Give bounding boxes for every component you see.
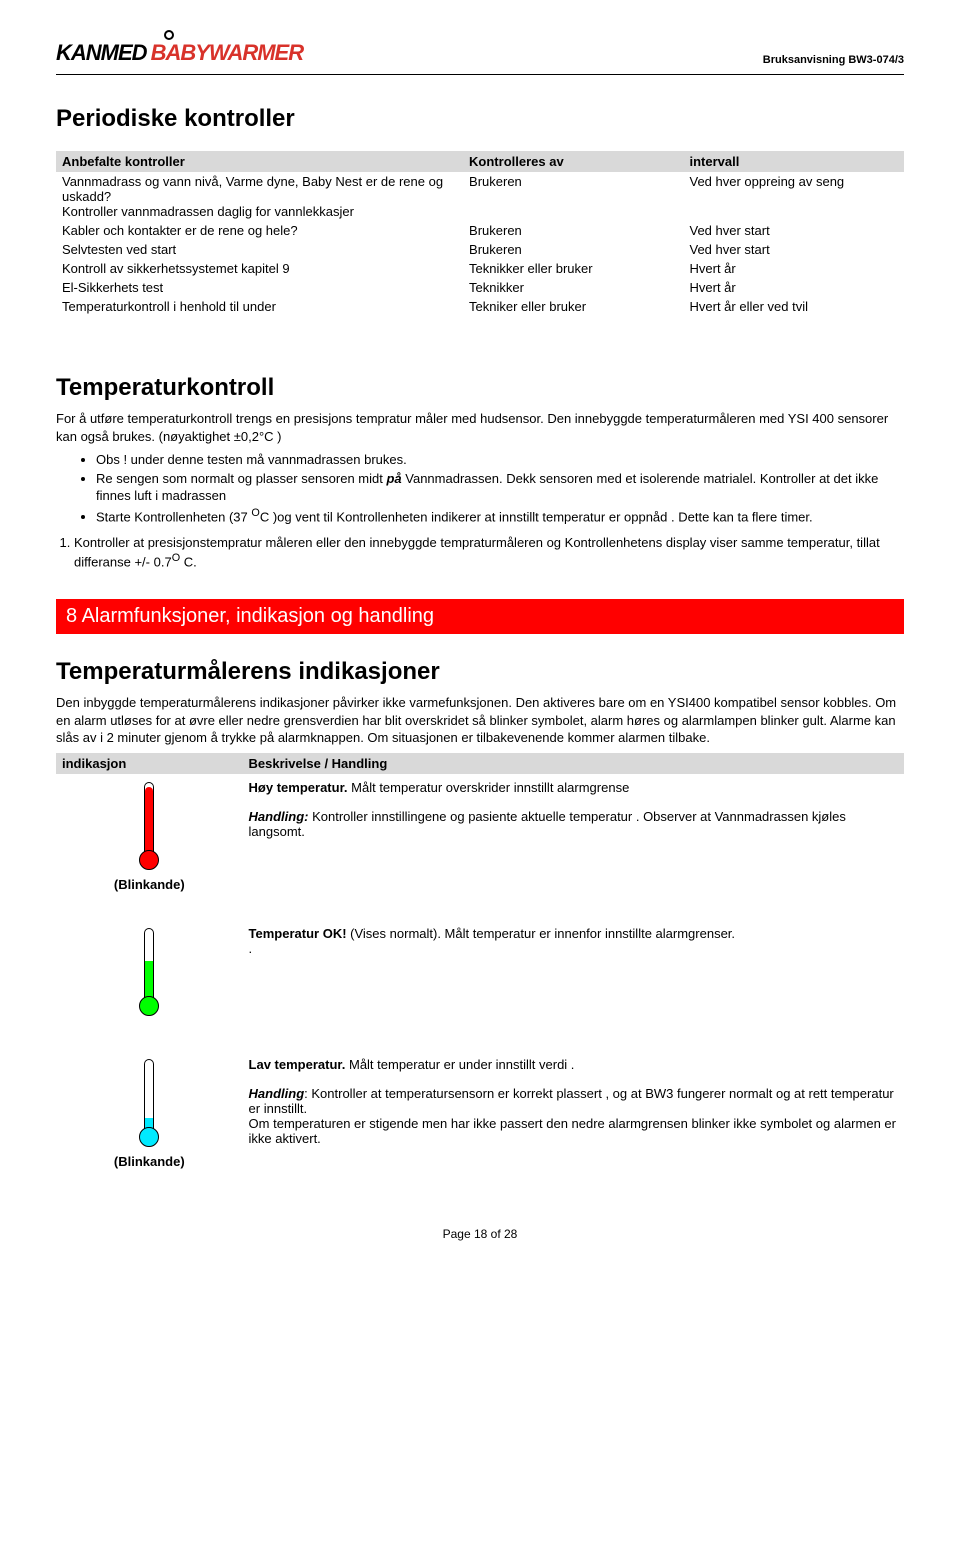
cell: Temperaturkontroll i henhold til under <box>56 297 463 316</box>
section-title-indicators: Temperaturmålerens indikasjoner <box>56 658 904 686</box>
indicator-cell-low: (Blinkande) <box>56 1051 243 1197</box>
document-page: KANMED BABYWARMER Bruksanvisning BW3-074… <box>0 0 960 1271</box>
cell: Selvtesten ved start <box>56 240 463 259</box>
handling-text: Kontroller innstillingene og pasiente ak… <box>249 809 846 839</box>
cell: Ved hver oppreing av seng <box>684 172 905 221</box>
handling-text: . <box>249 941 898 956</box>
list-item: Re sengen som normalt og plasser sensore… <box>96 470 904 505</box>
tempctrl-bullets: Obs ! under denne testen må vannmadrasse… <box>56 451 904 526</box>
cell: Vannmadrass og vann nivå, Varme dyne, Ba… <box>56 172 463 221</box>
list-item: Kontroller at presisjonstempratur målere… <box>74 534 904 571</box>
table-row: El-Sikkerhets test Teknikker Hvert år <box>56 278 904 297</box>
section-title-tempctrl: Temperaturkontroll <box>56 374 904 402</box>
list-item: Obs ! under denne testen må vannmadrasse… <box>96 451 904 469</box>
cell: Brukeren <box>463 172 683 221</box>
thermometer-icon <box>137 1057 161 1147</box>
table-row: Kontroll av sikkerhetssystemet kapitel 9… <box>56 259 904 278</box>
logo: KANMED BABYWARMER <box>56 40 303 66</box>
cell: Kontroll av sikkerhetssystemet kapitel 9 <box>56 259 463 278</box>
page-header: KANMED BABYWARMER Bruksanvisning BW3-074… <box>56 40 904 75</box>
row-title-rest: Målt temperatur er under innstillt verdi… <box>345 1057 574 1072</box>
blink-label: (Blinkande) <box>114 877 185 892</box>
indicator-cell-high: (Blinkande) <box>56 774 243 920</box>
table-row: Selvtesten ved start Brukeren Ved hver s… <box>56 240 904 259</box>
row-title-rest: Målt temperatur overskrider innstillt al… <box>348 780 630 795</box>
page-footer: Page 18 of 28 <box>56 1227 904 1241</box>
table-row: Vannmadrass og vann nivå, Varme dyne, Ba… <box>56 172 904 221</box>
alarm-intro: Den inbyggde temperaturmålerens indikasj… <box>56 694 904 747</box>
th-indikasjon: indikasjon <box>56 753 243 774</box>
cell: Teknikker <box>463 278 683 297</box>
table-row: Temperatur OK! (Vises normalt). Målt tem… <box>56 920 904 1051</box>
row-title: Høy temperatur. <box>249 780 348 795</box>
cell: Hvert år eller ved tvil <box>684 297 905 316</box>
logo-text-kanmed: KANMED <box>56 40 147 66</box>
cell: Brukeren <box>463 240 683 259</box>
handling-label: Handling: <box>249 809 309 824</box>
section-banner-alarm: 8 Alarmfunksjoner, indikasjon og handlin… <box>56 599 904 634</box>
indicator-desc-ok: Temperatur OK! (Vises normalt). Målt tem… <box>243 920 904 1051</box>
th-kontrolleres: Kontrolleres av <box>463 151 683 172</box>
handling-label: Handling <box>249 1086 305 1101</box>
blink-label: (Blinkande) <box>114 1154 185 1169</box>
controls-table: Anbefalte kontroller Kontrolleres av int… <box>56 151 904 316</box>
cell: Ved hver start <box>684 240 905 259</box>
logo-text-babywarmer: BABYWARMER <box>151 40 304 66</box>
table-row: (Blinkande) Høy temperatur. Målt tempera… <box>56 774 904 920</box>
cell: Tekniker eller bruker <box>463 297 683 316</box>
indicator-cell-ok <box>56 920 243 1051</box>
indicator-table: indikasjon Beskrivelse / Handling (Blink… <box>56 753 904 1197</box>
table-header-row: indikasjon Beskrivelse / Handling <box>56 753 904 774</box>
tempctrl-numbered: Kontroller at presisjonstempratur målere… <box>56 534 904 571</box>
thermometer-icon <box>137 780 161 870</box>
tempctrl-intro: For å utføre temperaturkontroll trengs e… <box>56 410 904 445</box>
indicator-desc-high: Høy temperatur. Målt temperatur overskri… <box>243 774 904 920</box>
list-item: Starte Kontrollenheten (37 OC )og vent t… <box>96 506 904 526</box>
cell: Brukeren <box>463 221 683 240</box>
th-anbefalte: Anbefalte kontroller <box>56 151 463 172</box>
row-title: Lav temperatur. <box>249 1057 346 1072</box>
cell: Hvert år <box>684 259 905 278</box>
table-row: Temperaturkontroll i henhold til under T… <box>56 297 904 316</box>
th-beskrivelse: Beskrivelse / Handling <box>243 753 904 774</box>
table-row: (Blinkande) Lav temperatur. Målt tempera… <box>56 1051 904 1197</box>
table-row: Kabler och kontakter er de rene og hele?… <box>56 221 904 240</box>
row-title-rest: (Vises normalt). Målt temperatur er inne… <box>347 926 735 941</box>
thermometer-icon <box>137 926 161 1016</box>
row-title: Temperatur OK! <box>249 926 347 941</box>
cell: Teknikker eller bruker <box>463 259 683 278</box>
table-header-row: Anbefalte kontroller Kontrolleres av int… <box>56 151 904 172</box>
indicator-desc-low: Lav temperatur. Målt temperatur er under… <box>243 1051 904 1197</box>
cell: El-Sikkerhets test <box>56 278 463 297</box>
handling-text: : Kontroller at temperatursensorn er kor… <box>249 1086 896 1146</box>
cell: Ved hver start <box>684 221 905 240</box>
cell: Kabler och kontakter er de rene og hele? <box>56 221 463 240</box>
document-id: Bruksanvisning BW3-074/3 <box>763 54 904 66</box>
section-title-periodic: Periodiske kontroller <box>56 105 904 133</box>
th-intervall: intervall <box>684 151 905 172</box>
cell: Hvert år <box>684 278 905 297</box>
